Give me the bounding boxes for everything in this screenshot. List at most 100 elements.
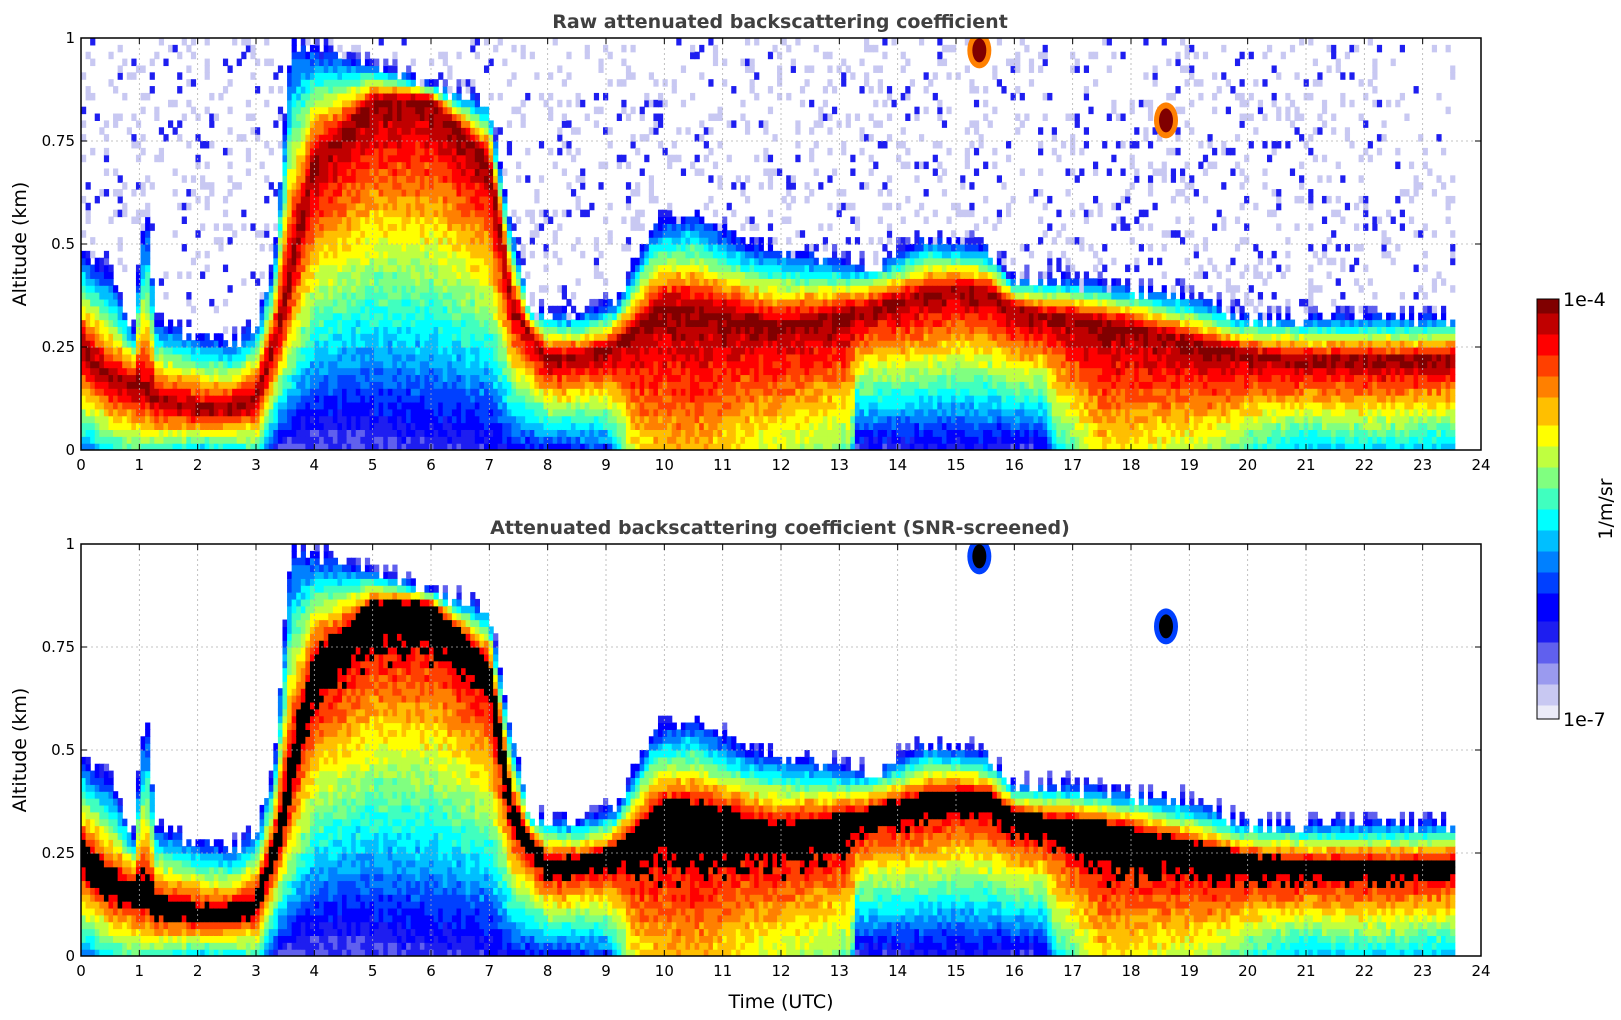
heatmap-cell <box>383 422 389 430</box>
heatmap-cell <box>273 333 279 341</box>
heatmap-cell <box>419 422 426 430</box>
heatmap-cell <box>314 305 320 314</box>
heatmap-cell <box>429 285 435 293</box>
heatmap-cell <box>323 175 329 183</box>
heatmap-cell <box>291 182 297 190</box>
heatmap-cell <box>378 168 384 176</box>
heatmap-cell <box>374 120 380 128</box>
heatmap-cell <box>314 51 320 60</box>
heatmap-cell <box>474 216 480 224</box>
heatmap-cell <box>113 326 119 334</box>
heatmap-cell <box>570 381 577 389</box>
heatmap-cell <box>117 65 123 73</box>
heatmap-cell <box>241 388 247 396</box>
heatmap-cell <box>328 216 334 224</box>
heatmap-cell <box>85 340 91 348</box>
heatmap-cell <box>81 333 87 341</box>
heatmap-cell <box>616 374 622 382</box>
heatmap-cell <box>639 367 645 376</box>
heatmap-cell <box>456 415 462 424</box>
heatmap-cell <box>438 422 444 430</box>
heatmap-cell <box>520 374 526 382</box>
heatmap-cell <box>625 161 632 170</box>
heatmap-cell <box>195 395 201 403</box>
heatmap-cell <box>241 360 247 369</box>
heatmap-cell <box>575 395 581 403</box>
heatmap-cell <box>401 209 407 218</box>
heatmap-cell <box>314 401 320 410</box>
heatmap-cell <box>479 312 485 321</box>
heatmap-cell <box>538 436 545 444</box>
heatmap-cell <box>186 319 192 327</box>
heatmap-cell <box>543 216 549 224</box>
heatmap-cell <box>259 244 265 252</box>
heatmap-cell <box>630 347 636 355</box>
heatmap-cell <box>483 244 490 252</box>
heatmap-cell <box>337 367 343 376</box>
heatmap-cell <box>392 65 398 73</box>
heatmap-cell <box>328 127 334 135</box>
heatmap-cell <box>442 168 448 176</box>
heatmap-cell <box>603 436 609 444</box>
heatmap-cell <box>639 401 645 410</box>
heatmap-cell <box>662 353 668 362</box>
heatmap-cell <box>145 319 151 327</box>
heatmap-cell <box>392 292 398 300</box>
heatmap-cell <box>81 319 87 327</box>
heatmap-cell <box>497 312 503 321</box>
heatmap-cell <box>117 367 123 376</box>
heatmap-cell <box>154 401 160 410</box>
heatmap-cell <box>305 257 311 266</box>
heatmap-cell <box>657 429 664 437</box>
heatmap-cell <box>140 271 146 279</box>
heatmap-cell <box>598 106 604 115</box>
heatmap-cell <box>433 202 439 211</box>
heatmap-cell <box>657 443 664 450</box>
heatmap-cell <box>94 326 100 334</box>
heatmap-cell <box>85 443 91 450</box>
heatmap-cell <box>635 264 641 273</box>
heatmap-cell <box>332 120 339 128</box>
heatmap-cell <box>396 161 403 170</box>
heatmap-cell <box>145 237 151 245</box>
heatmap-cell <box>158 408 165 417</box>
heatmap-cell <box>470 298 476 307</box>
heatmap-cell <box>625 319 632 327</box>
heatmap-cell <box>282 120 288 128</box>
heatmap-cell <box>474 429 480 437</box>
heatmap-cell <box>351 353 357 362</box>
heatmap-cell <box>296 340 302 348</box>
heatmap-cell <box>268 388 274 396</box>
heatmap-cell <box>291 216 297 224</box>
heatmap-cell <box>616 443 622 450</box>
heatmap-cell <box>364 381 371 389</box>
heatmap-cell <box>117 353 123 362</box>
heatmap-cell <box>149 333 155 341</box>
heatmap-cell <box>287 271 293 279</box>
heatmap-cell <box>277 298 284 307</box>
heatmap-cell <box>222 195 229 204</box>
heatmap-cell <box>314 86 320 94</box>
heatmap-cell <box>461 278 467 286</box>
heatmap-cell <box>346 223 352 231</box>
heatmap-cell <box>145 285 151 293</box>
heatmap-cell <box>277 189 284 197</box>
heatmap-cell <box>90 443 96 450</box>
heatmap-cell <box>140 353 146 362</box>
heatmap-cell <box>424 99 430 108</box>
heatmap-cell <box>149 319 155 327</box>
heatmap-cell <box>653 264 659 273</box>
heatmap-cell <box>232 415 238 424</box>
heatmap-cell <box>483 298 490 307</box>
heatmap-cell <box>351 189 357 197</box>
heatmap-cell <box>323 347 329 355</box>
heatmap-cell <box>580 401 586 410</box>
heatmap-cell <box>406 134 412 142</box>
heatmap-cell <box>346 264 352 273</box>
heatmap-cell <box>387 189 393 197</box>
heatmap-cell <box>332 51 339 60</box>
heatmap-cell <box>287 264 293 273</box>
heatmap-cell <box>593 106 600 115</box>
heatmap-cell <box>282 189 288 197</box>
heatmap-cell <box>314 72 320 80</box>
